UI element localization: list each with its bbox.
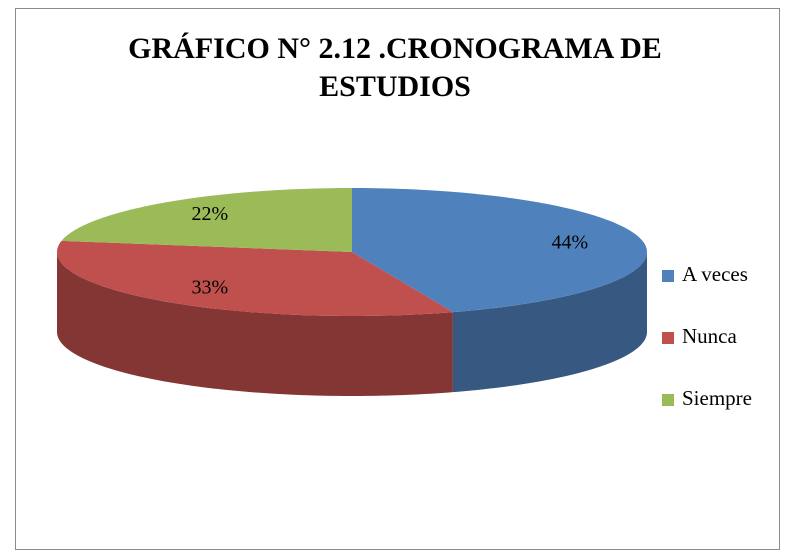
chart-title: GRÁFICO N° 2.12 .CRONOGRAMA DE ESTUDIOS [128,32,662,103]
data-label: 44% [552,231,589,253]
legend-swatch [662,332,674,344]
legend-swatch [662,270,674,282]
slice-side [57,252,453,396]
slice [352,188,647,313]
data-label: 22% [191,203,228,225]
legend-label: Nunca [682,324,737,348]
legend-label: Siempre [682,386,752,410]
slice [61,188,352,252]
data-label: 33% [191,276,228,298]
slice-side [452,252,647,393]
slice [57,240,453,316]
legend-label: A veces [682,262,748,286]
legend-swatch [662,394,674,406]
